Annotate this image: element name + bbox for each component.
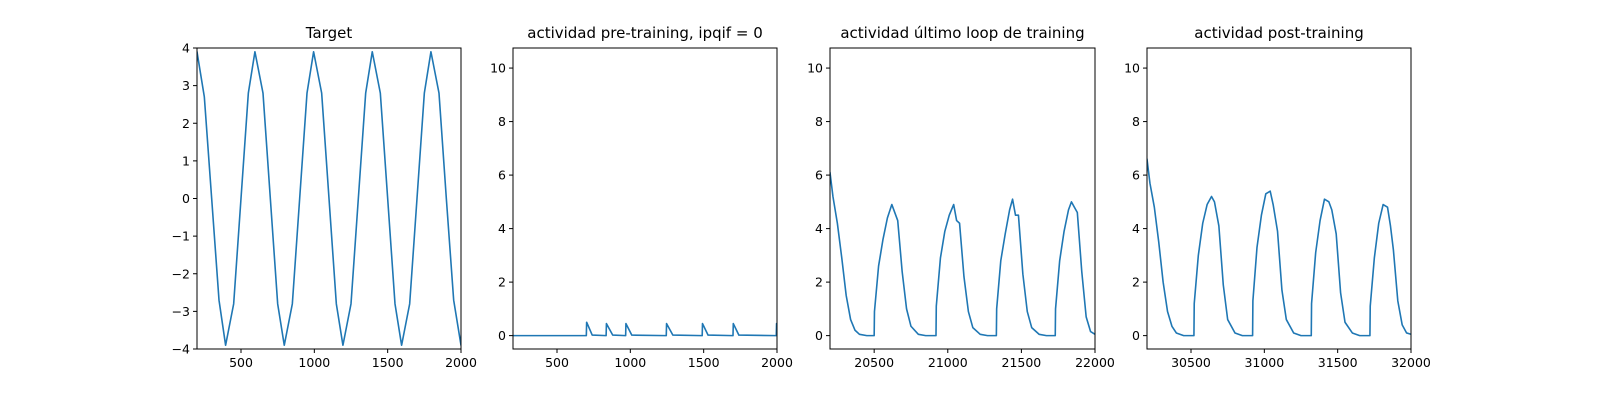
- x-tick-label: 500: [229, 355, 253, 370]
- y-tick-label: 1: [182, 153, 190, 168]
- y-tick-label: 2: [498, 275, 506, 290]
- y-tick-label: 4: [498, 221, 506, 236]
- chart-title: actividad pre-training, ipqif = 0: [527, 24, 763, 42]
- x-tick-label: 20500: [854, 355, 894, 370]
- y-tick-label: 0: [498, 328, 506, 343]
- x-tick-label: 1500: [372, 355, 404, 370]
- x-tick-label: 2000: [445, 355, 477, 370]
- y-tick-label: 2: [1132, 275, 1140, 290]
- y-tick-label: 8: [815, 114, 823, 129]
- plot-frame: [1146, 47, 1412, 350]
- series-line-2-1: [513, 321, 777, 337]
- plot-frame: [829, 47, 1096, 350]
- y-tick-label: 6: [1132, 168, 1140, 183]
- x-tick-label: 31000: [1244, 355, 1284, 370]
- chart-panel-3: 20500 21000 21500 22000 0 2 4 6 8 10 actividad últ…: [807, 24, 1115, 370]
- y-tick-label: 4: [182, 41, 190, 56]
- chart-title: actividad último loop de training: [840, 24, 1084, 42]
- x-tick-label: 31500: [1318, 355, 1358, 370]
- series-line-3-1: [830, 171, 1095, 337]
- y-tick-label: 10: [1124, 61, 1140, 76]
- x-tick-label: 32000: [1391, 355, 1431, 370]
- x-tick-label: 1000: [614, 355, 646, 370]
- chart-panel-1: 500 1000 1500 2000 −4 −3 −2 −1 0 1 2 3 4 Target: [172, 24, 477, 370]
- x-tick-label: 2000: [761, 355, 793, 370]
- x-tick-label: 1000: [298, 355, 330, 370]
- x-tick-label: 30500: [1171, 355, 1211, 370]
- y-tick-label: 10: [490, 61, 506, 76]
- y-tick-label: −3: [172, 304, 190, 319]
- y-tick-label: 4: [1132, 221, 1140, 236]
- y-tick-label: 4: [815, 221, 823, 236]
- series-line-1-1: [197, 50, 461, 347]
- chart-panel-4: 30500 31000 31500 32000 0 2 4 6 8 10 actividad pos…: [1124, 24, 1431, 370]
- chart-title: actividad post-training: [1194, 24, 1363, 42]
- y-tick-label: −4: [172, 342, 190, 357]
- series-line-4-1: [1147, 158, 1411, 337]
- y-tick-label: 10: [807, 61, 823, 76]
- x-tick-label: 22000: [1075, 355, 1115, 370]
- y-tick-label: 6: [498, 168, 506, 183]
- y-tick-label: −1: [172, 229, 190, 244]
- x-tick-label: 21500: [1002, 355, 1042, 370]
- y-tick-label: 0: [815, 328, 823, 343]
- chart-title: Target: [305, 24, 353, 42]
- y-tick-label: −2: [172, 266, 190, 281]
- y-tick-label: 0: [1132, 328, 1140, 343]
- x-tick-label: 21000: [928, 355, 968, 370]
- y-tick-label: 8: [1132, 114, 1140, 129]
- y-tick-label: 8: [498, 114, 506, 129]
- y-tick-label: 0: [182, 191, 190, 206]
- y-tick-label: 3: [182, 78, 190, 93]
- y-tick-label: 2: [815, 275, 823, 290]
- x-tick-label: 1500: [688, 355, 720, 370]
- x-tick-label: 500: [545, 355, 569, 370]
- plot-frame: [512, 47, 778, 350]
- y-tick-label: 2: [182, 116, 190, 131]
- chart-panel-2: 500 1000 1500 2000 0 2 4 6 8 10 actividad pre-trai…: [490, 24, 793, 370]
- y-tick-label: 6: [815, 168, 823, 183]
